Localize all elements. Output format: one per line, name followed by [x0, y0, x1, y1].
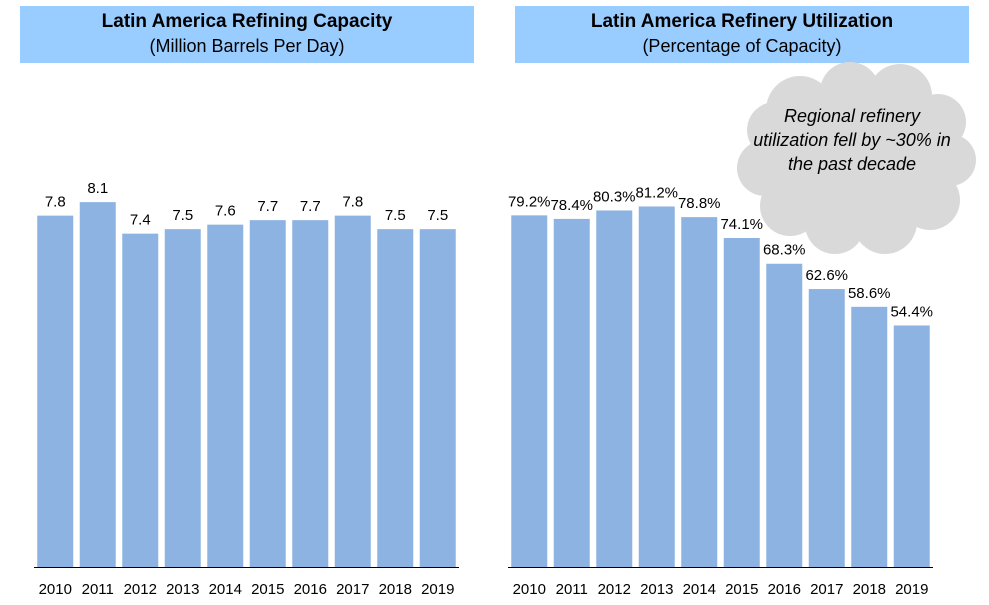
- capacity-data-label-2015: 7.7: [257, 198, 278, 215]
- capacity-data-label-2016: 7.7: [300, 198, 321, 215]
- capacity-data-label-2018: 7.5: [385, 207, 406, 224]
- utilization-tick-label-2018: 2018: [853, 581, 886, 598]
- capacity-bar-2016: [292, 220, 329, 567]
- capacity-tick-label-2018: 2018: [379, 581, 412, 598]
- right-chart-title: Latin America Refinery Utilization: [590, 11, 894, 32]
- left-chart-title: Latin America Refining Capacity: [101, 11, 393, 32]
- utilization-tick-label-2013: 2013: [640, 581, 673, 598]
- capacity-tick-label-2011: 2011: [82, 581, 114, 598]
- right-bar-chart: 79.2% 2010 78.4% 2011 80.3% 2012 81.2% 2013 78.8…: [508, 184, 933, 598]
- utilization-tick-label-2017: 2017: [810, 581, 843, 598]
- capacity-bar-2013: [164, 229, 201, 567]
- utilization-data-label-2014: 78.8%: [678, 195, 721, 212]
- capacity-bar-2017: [334, 215, 371, 567]
- utilization-tick-label-2014: 2014: [683, 581, 716, 598]
- left-chart-subtitle: (Million Barrels Per Day): [149, 36, 345, 56]
- capacity-data-label-2013: 7.5: [172, 207, 193, 224]
- left-chart-title-box: Latin America Refining Capacity (Million…: [20, 6, 474, 63]
- utilization-data-label-2015: 74.1%: [720, 216, 763, 233]
- capacity-tick-label-2017: 2017: [336, 581, 369, 598]
- capacity-data-label-2014: 7.6: [215, 203, 236, 220]
- capacity-bar-2018: [377, 229, 414, 567]
- utilization-tick-label-2012: 2012: [598, 581, 631, 598]
- utilization-tick-label-2011: 2011: [556, 581, 588, 598]
- capacity-tick-label-2016: 2016: [294, 581, 327, 598]
- utilization-data-label-2019: 54.4%: [890, 303, 933, 320]
- cloud-callout: [737, 62, 976, 254]
- utilization-bar-2014: [681, 217, 718, 568]
- capacity-tick-label-2012: 2012: [124, 581, 157, 598]
- right-chart-subtitle: (Percentage of Capacity): [642, 36, 842, 56]
- capacity-tick-label-2015: 2015: [251, 581, 284, 598]
- utilization-data-label-2017: 62.6%: [805, 267, 848, 284]
- capacity-data-label-2017: 7.8: [342, 194, 363, 211]
- capacity-bar-2012: [122, 233, 159, 567]
- utilization-bar-2019: [893, 325, 930, 567]
- capacity-data-label-2019: 7.5: [427, 207, 448, 224]
- utilization-tick-label-2019: 2019: [895, 581, 928, 598]
- annotation-text: Regional refinery utilization fell by ~3…: [753, 106, 951, 174]
- utilization-bar-2017: [808, 289, 845, 567]
- utilization-tick-label-2016: 2016: [768, 581, 801, 598]
- utilization-bar-2013: [638, 206, 675, 568]
- capacity-bar-2010: [37, 215, 74, 567]
- right-chart-title-box: Latin America Refinery Utilization (Perc…: [515, 6, 969, 63]
- utilization-bar-2015: [723, 237, 760, 567]
- capacity-bar-2015: [249, 220, 286, 567]
- capacity-bar-2014: [207, 224, 244, 567]
- utilization-data-label-2018: 58.6%: [848, 285, 891, 302]
- capacity-tick-label-2013: 2013: [166, 581, 199, 598]
- capacity-tick-label-2019: 2019: [421, 581, 454, 598]
- utilization-bar-2010: [511, 215, 548, 568]
- utilization-data-label-2012: 80.3%: [593, 188, 636, 205]
- capacity-data-label-2011: 8.1: [87, 180, 108, 197]
- utilization-bar-2018: [851, 306, 888, 567]
- utilization-tick-label-2015: 2015: [725, 581, 758, 598]
- capacity-data-label-2012: 7.4: [130, 212, 151, 229]
- cloud-puff: [747, 102, 803, 158]
- utilization-bar-2012: [596, 210, 633, 567]
- left-bar-chart: 7.8 2010 8.1 2011 7.4 2012 7.5 2013 7.6 2014 7.7 20…: [34, 180, 459, 598]
- utilization-data-label-2013: 81.2%: [635, 184, 678, 201]
- utilization-tick-label-2010: 2010: [513, 581, 546, 598]
- utilization-bar-2016: [766, 263, 803, 567]
- cloud-puff: [788, 90, 928, 230]
- utilization-data-label-2010: 79.2%: [508, 193, 551, 210]
- capacity-bar-2019: [419, 229, 456, 567]
- utilization-bar-2011: [553, 218, 590, 568]
- capacity-bar-2011: [79, 202, 116, 567]
- capacity-data-label-2010: 7.8: [45, 194, 66, 211]
- capacity-tick-label-2010: 2010: [39, 581, 72, 598]
- utilization-data-label-2011: 78.4%: [550, 197, 593, 214]
- capacity-tick-label-2014: 2014: [209, 581, 242, 598]
- utilization-data-label-2016: 68.3%: [763, 242, 806, 259]
